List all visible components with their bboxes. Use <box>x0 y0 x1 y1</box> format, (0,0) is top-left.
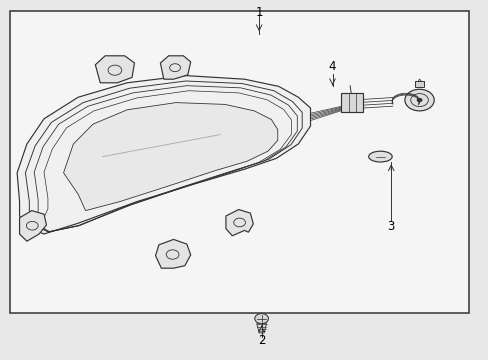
Bar <box>10 11 468 313</box>
Polygon shape <box>63 103 277 211</box>
Polygon shape <box>160 56 190 79</box>
Text: 2: 2 <box>257 334 265 347</box>
Text: 3: 3 <box>386 220 394 233</box>
Circle shape <box>416 98 422 102</box>
Bar <box>341 93 363 112</box>
Ellipse shape <box>368 151 391 162</box>
Polygon shape <box>225 210 253 236</box>
Bar <box>414 81 424 87</box>
Circle shape <box>254 314 268 324</box>
Text: 1: 1 <box>255 6 263 19</box>
Polygon shape <box>256 324 266 333</box>
Polygon shape <box>20 211 46 241</box>
Polygon shape <box>95 56 134 83</box>
Circle shape <box>404 89 433 111</box>
Polygon shape <box>17 76 310 234</box>
Polygon shape <box>155 239 190 268</box>
Text: 4: 4 <box>328 60 336 73</box>
